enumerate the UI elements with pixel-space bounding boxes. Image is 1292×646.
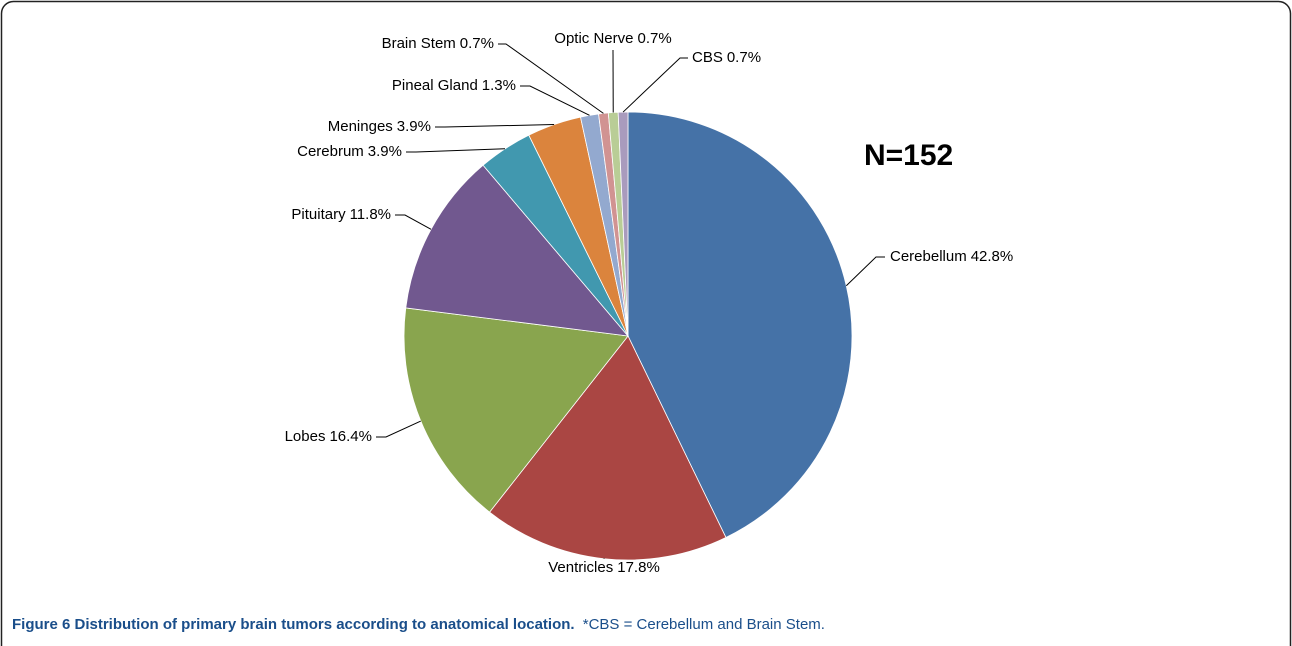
value-label: 3.9% (397, 118, 431, 135)
value-label: 0.7% (460, 35, 494, 52)
category-label: Meninges (328, 118, 393, 135)
category-label: Cerebrum (297, 143, 364, 160)
data-label: Cerebellum 42.8% (890, 248, 1013, 265)
value-label: 16.4% (329, 428, 372, 445)
data-label: Pituitary 11.8% (291, 206, 391, 223)
pie-slice (403, 307, 629, 513)
leader-line (520, 85, 590, 116)
value-label: 11.8% (350, 206, 391, 223)
leader-line (376, 420, 421, 438)
pie-slice (617, 111, 629, 337)
category-label: Brain Stem (382, 35, 456, 52)
leader-line (395, 214, 432, 230)
leader-line (498, 43, 604, 114)
leader-line (406, 148, 506, 153)
leader-line (435, 124, 555, 128)
data-label: CBS 0.7% (692, 49, 761, 66)
value-label: 1.3% (482, 77, 516, 94)
caption: Figure 6 Distribution of primary brain t… (12, 616, 825, 633)
category-label: Cerebellum (890, 248, 967, 265)
data-label: Meninges 3.9% (328, 118, 431, 135)
value-label: 0.7% (727, 49, 761, 66)
data-label: Lobes 16.4% (285, 428, 372, 445)
data-label: Brain Stem 0.7% (382, 35, 494, 52)
value-label: 3.9% (368, 143, 402, 160)
leader-line (845, 256, 885, 287)
category-label: Optic Nerve (554, 30, 633, 47)
data-label: Pineal Gland 1.3% (392, 77, 516, 94)
category-label: Pituitary (291, 206, 346, 223)
pie-slice (627, 111, 853, 539)
category-label: CBS (692, 49, 723, 66)
caption-note: *CBS = Cerebellum and Brain Stem. (583, 616, 825, 633)
data-label: Cerebrum 3.9% (297, 143, 402, 160)
data-label: Ventricles 17.8% (548, 559, 660, 576)
value-label: 17.8% (617, 559, 660, 576)
data-label: Optic Nerve 0.7% (554, 30, 671, 47)
leader-line (622, 57, 688, 113)
category-label: Pineal Gland (392, 77, 478, 94)
value-label: 42.8% (971, 248, 1014, 265)
value-label: 0.7% (638, 30, 672, 47)
category-label: Lobes (285, 428, 326, 445)
annotation: N=152 (864, 139, 953, 172)
caption-title: Figure 6 Distribution of primary brain t… (12, 616, 575, 633)
category-label: Ventricles (548, 559, 613, 576)
